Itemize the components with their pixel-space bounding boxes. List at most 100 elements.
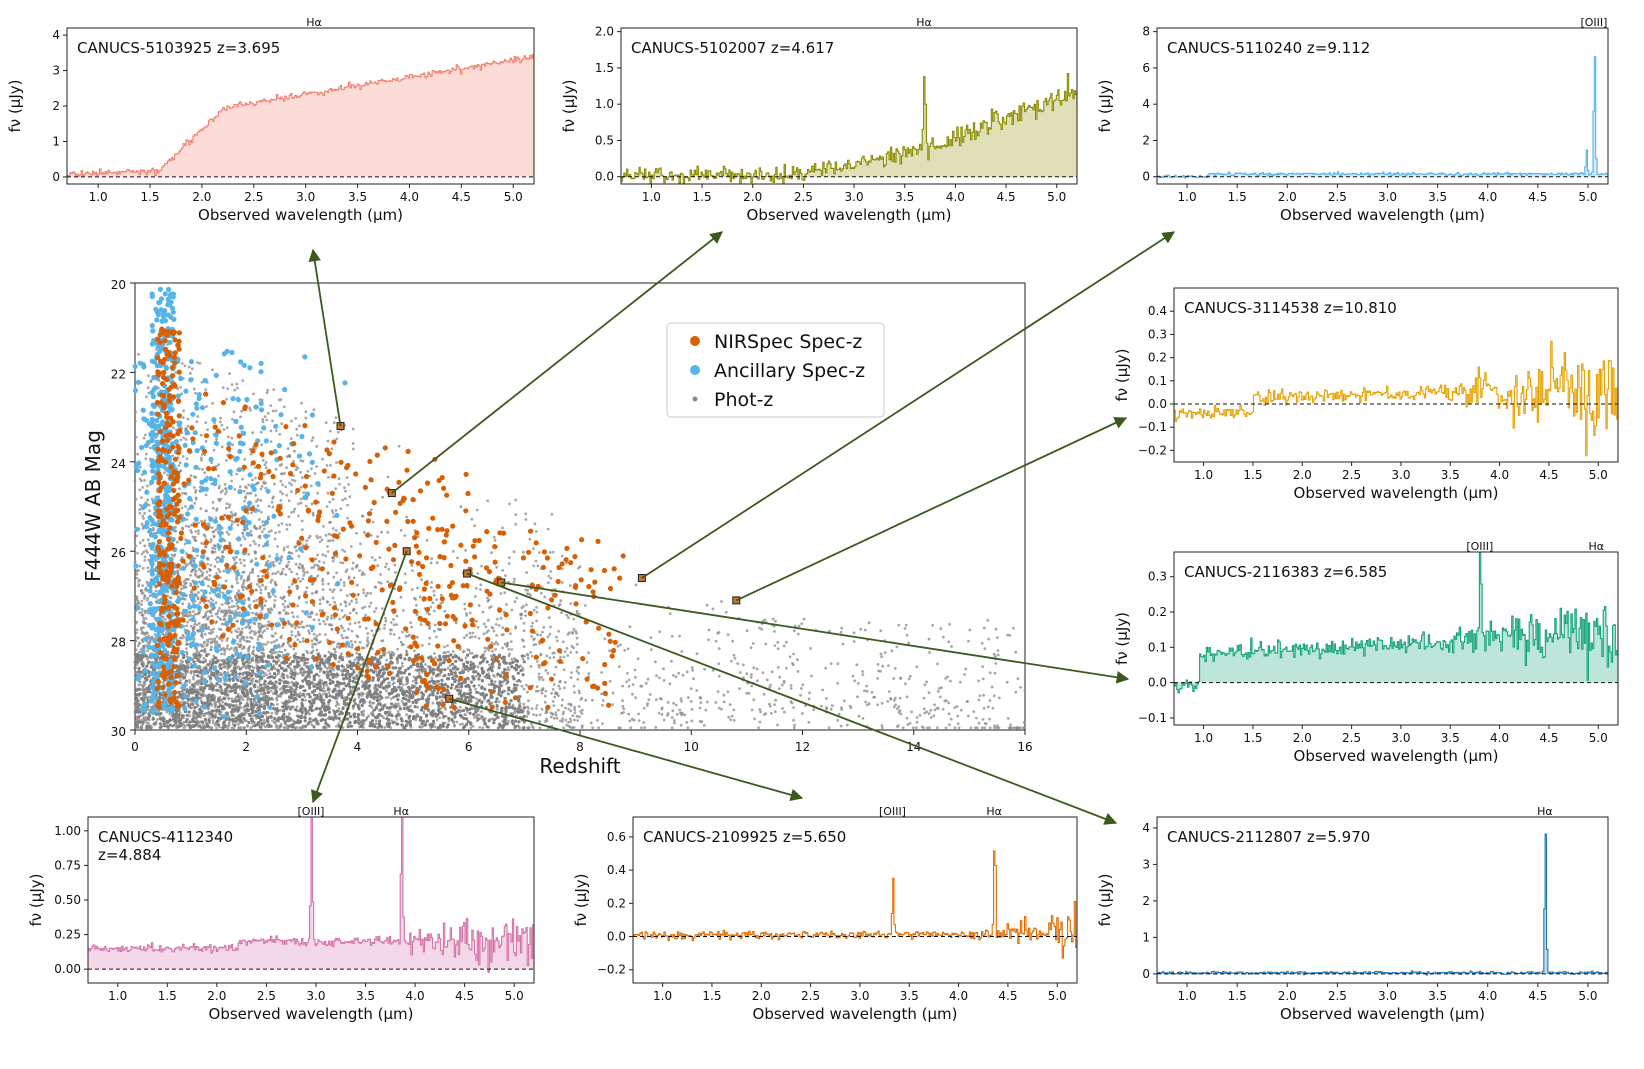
photz-point xyxy=(634,583,638,587)
photz-point xyxy=(212,627,216,631)
photz-point xyxy=(204,611,208,615)
photz-point xyxy=(370,556,374,559)
photz-point xyxy=(475,508,479,512)
photz-point xyxy=(272,388,276,391)
photz-point xyxy=(144,715,148,719)
photz-point xyxy=(305,586,309,590)
photz-point xyxy=(425,539,429,542)
photz-point xyxy=(464,549,467,552)
photz-point xyxy=(435,598,438,601)
photz-point xyxy=(205,617,209,621)
photz-point xyxy=(997,696,1001,700)
photz-point xyxy=(195,594,199,597)
photz-point xyxy=(341,636,345,640)
photz-point xyxy=(547,616,551,620)
photz-point xyxy=(343,600,347,604)
photz-point xyxy=(176,571,180,574)
photz-point xyxy=(190,367,194,371)
photz-point xyxy=(225,530,229,534)
photz-point xyxy=(940,686,943,690)
photz-point xyxy=(134,598,137,602)
photz-point xyxy=(361,514,364,518)
photz-point xyxy=(135,715,138,719)
photz-point xyxy=(259,591,263,595)
photz-point xyxy=(839,630,843,634)
photz-point xyxy=(179,438,183,442)
photz-point xyxy=(230,473,233,477)
photz-point xyxy=(355,601,358,604)
photz-point xyxy=(339,561,343,564)
photz-point xyxy=(230,479,234,483)
photz-point xyxy=(459,505,463,509)
photz-point xyxy=(785,640,788,644)
photz-point xyxy=(141,675,145,679)
photz-point xyxy=(231,443,235,447)
photz-point xyxy=(214,621,218,624)
photz-point xyxy=(264,643,268,646)
photz-point xyxy=(395,623,399,626)
photz-point xyxy=(681,673,685,677)
photz-point xyxy=(201,573,204,577)
photz-point xyxy=(194,569,198,573)
photz-point xyxy=(411,569,414,572)
photz-point xyxy=(256,685,260,689)
photz-point xyxy=(256,504,260,508)
photz-point xyxy=(670,716,674,719)
photz-point xyxy=(990,685,994,689)
photz-point xyxy=(465,612,468,615)
photz-point xyxy=(277,523,280,527)
photz-point xyxy=(200,589,203,592)
photz-point xyxy=(397,444,401,448)
photz-point xyxy=(245,711,248,714)
photz-point xyxy=(367,714,370,718)
photz-point xyxy=(399,640,403,644)
photz-point xyxy=(553,695,557,699)
photz-point xyxy=(181,416,185,419)
photz-point xyxy=(218,484,221,488)
photz-point xyxy=(530,707,534,711)
photz-point xyxy=(980,641,984,645)
photz-point xyxy=(562,668,566,672)
photz-point xyxy=(178,487,181,491)
photz-point xyxy=(193,681,197,685)
photz-point xyxy=(252,539,256,543)
photz-point xyxy=(392,633,396,636)
photz-point xyxy=(163,618,167,621)
photz-point xyxy=(196,521,200,525)
photz-point xyxy=(296,638,300,641)
photz-point xyxy=(620,711,623,715)
photz-point xyxy=(555,716,559,720)
photz-point xyxy=(262,523,265,527)
photz-point xyxy=(307,629,310,633)
photz-point xyxy=(369,601,373,605)
photz-point xyxy=(147,570,150,573)
photz-point xyxy=(993,724,996,728)
photz-point xyxy=(621,699,624,703)
photz-point xyxy=(1006,717,1010,720)
photz-point xyxy=(341,561,345,565)
photz-point xyxy=(228,610,232,614)
photz-point xyxy=(879,669,882,673)
photz-point xyxy=(394,702,397,706)
photz-point xyxy=(143,544,147,548)
photz-point xyxy=(401,664,404,668)
photz-point xyxy=(478,725,482,729)
photz-point xyxy=(186,424,190,428)
photz-point xyxy=(905,633,909,637)
photz-point xyxy=(367,641,370,645)
photz-point xyxy=(424,663,427,666)
photz-point xyxy=(204,439,208,443)
photz-point xyxy=(143,611,147,615)
photz-point xyxy=(252,630,256,634)
photz-point xyxy=(291,705,295,709)
photz-point xyxy=(384,696,388,700)
photz-point xyxy=(657,711,661,715)
photz-point xyxy=(699,701,703,705)
photz-point xyxy=(267,669,270,672)
photz-point xyxy=(269,404,273,407)
photz-point xyxy=(220,652,224,656)
photz-point xyxy=(577,672,580,675)
photz-point xyxy=(789,684,793,687)
photz-point xyxy=(330,614,333,618)
photz-point xyxy=(308,631,311,635)
